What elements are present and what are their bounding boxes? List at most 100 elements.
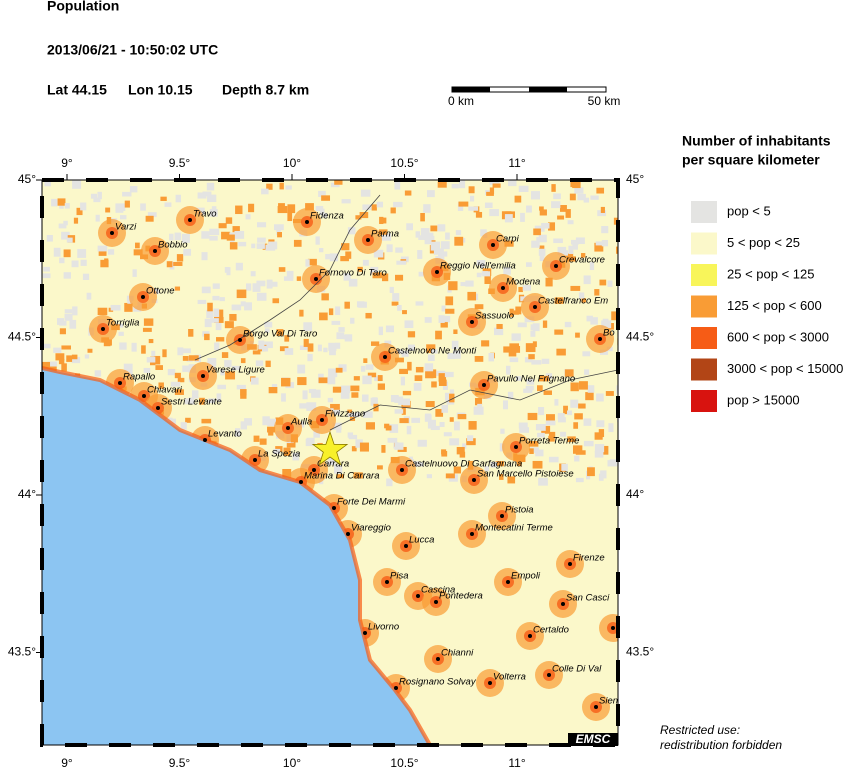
pop-cell [244, 302, 252, 311]
pop-cell [174, 232, 182, 241]
lat-tick-label: 45° [18, 172, 36, 186]
pop-cell [565, 209, 571, 218]
pop-cell [153, 288, 159, 295]
legend-label: pop < 5 [727, 203, 771, 218]
pop-cell [279, 346, 289, 352]
pop-cell [131, 342, 137, 352]
pop-cell [560, 431, 567, 437]
pop-cell [345, 251, 352, 259]
pop-cell [240, 389, 247, 396]
pop-cell [185, 417, 191, 423]
pop-cell [435, 408, 444, 417]
legend-swatch [691, 358, 717, 381]
pop-cell [174, 286, 181, 291]
pop-cell [77, 249, 87, 258]
pop-cell [350, 317, 355, 324]
pop-cell [548, 456, 559, 463]
pop-cell [392, 293, 400, 302]
pop-cell [459, 451, 466, 458]
pop-cell [270, 387, 277, 393]
pop-cell [188, 328, 194, 337]
pop-cell [240, 358, 246, 364]
pop-cell [529, 448, 534, 454]
pop-cell [63, 272, 71, 279]
pop-cell [82, 273, 90, 281]
pop-cell [238, 241, 247, 247]
pop-cell [449, 438, 460, 446]
pop-cell [391, 301, 399, 306]
pop-cell [385, 325, 394, 333]
pop-cell [264, 321, 273, 328]
pop-cell [574, 455, 580, 462]
pop-cell [424, 363, 434, 372]
pop-cell [377, 383, 386, 390]
pop-cell [455, 230, 462, 236]
pop-cell [264, 328, 270, 333]
city-label: Pistoia [505, 505, 534, 516]
pop-cell [507, 391, 514, 400]
pop-cell [424, 235, 435, 245]
pop-cell [274, 224, 284, 231]
city-dot [253, 458, 257, 462]
pop-cell [414, 461, 419, 467]
pop-cell [456, 446, 465, 455]
pop-cell [66, 237, 73, 243]
pop-cell [539, 206, 544, 211]
city-label: Castelnuovo Di Garfagnana [405, 459, 522, 470]
pop-cell [71, 354, 78, 360]
pop-cell [373, 249, 384, 258]
city-label: Forte Dei Marmi [337, 497, 406, 508]
pop-cell [499, 474, 504, 480]
pop-cell [515, 306, 522, 315]
pop-cell [431, 349, 438, 354]
city-label: Pavullo Nel Frignano [487, 374, 575, 385]
pop-cell [177, 377, 185, 383]
pop-cell [256, 222, 267, 228]
legend-label: 125 < pop < 600 [727, 298, 822, 313]
city-dot [363, 631, 367, 635]
pop-cell [119, 342, 127, 350]
pop-cell [44, 181, 51, 187]
pop-cell [166, 261, 173, 268]
pop-cell [341, 199, 351, 204]
pop-cell [379, 216, 384, 225]
pop-cell [373, 403, 379, 412]
pop-cell [304, 403, 312, 408]
pop-cell [361, 394, 369, 402]
city-dot [561, 602, 565, 606]
pop-cell [212, 295, 220, 301]
city-label: Parma [371, 229, 399, 240]
pop-cell [393, 201, 403, 208]
pop-cell [518, 422, 528, 429]
footer-note: redistribution forbidden [660, 738, 782, 752]
pop-cell [449, 417, 454, 422]
pop-cell [110, 304, 121, 311]
pop-cell [235, 262, 243, 271]
map-frame-line [41, 179, 619, 746]
pop-cell [377, 375, 383, 382]
pop-cell [475, 211, 483, 218]
city-dot [312, 468, 316, 472]
lon-tick-label: 9° [61, 756, 73, 769]
city-label: Volterra [493, 672, 526, 683]
pop-cell [394, 181, 401, 190]
city-dot [533, 305, 537, 309]
pop-cell [617, 478, 618, 485]
pop-cell [537, 385, 543, 392]
pop-cell [454, 236, 464, 246]
pop-cell [174, 372, 181, 379]
pop-cell [605, 391, 614, 396]
pop-cell [328, 368, 338, 378]
pop-cell [411, 417, 421, 423]
pop-cell [564, 321, 572, 328]
pop-cell [401, 406, 406, 415]
legend-label: pop > 15000 [727, 392, 800, 407]
pop-cell [524, 357, 533, 363]
pop-cell [284, 335, 290, 342]
pop-cell [390, 207, 396, 214]
pop-cell [538, 407, 545, 416]
pop-cell [553, 238, 563, 244]
pop-cell [396, 260, 407, 265]
pop-cell [214, 342, 220, 351]
pop-cell [615, 246, 618, 254]
